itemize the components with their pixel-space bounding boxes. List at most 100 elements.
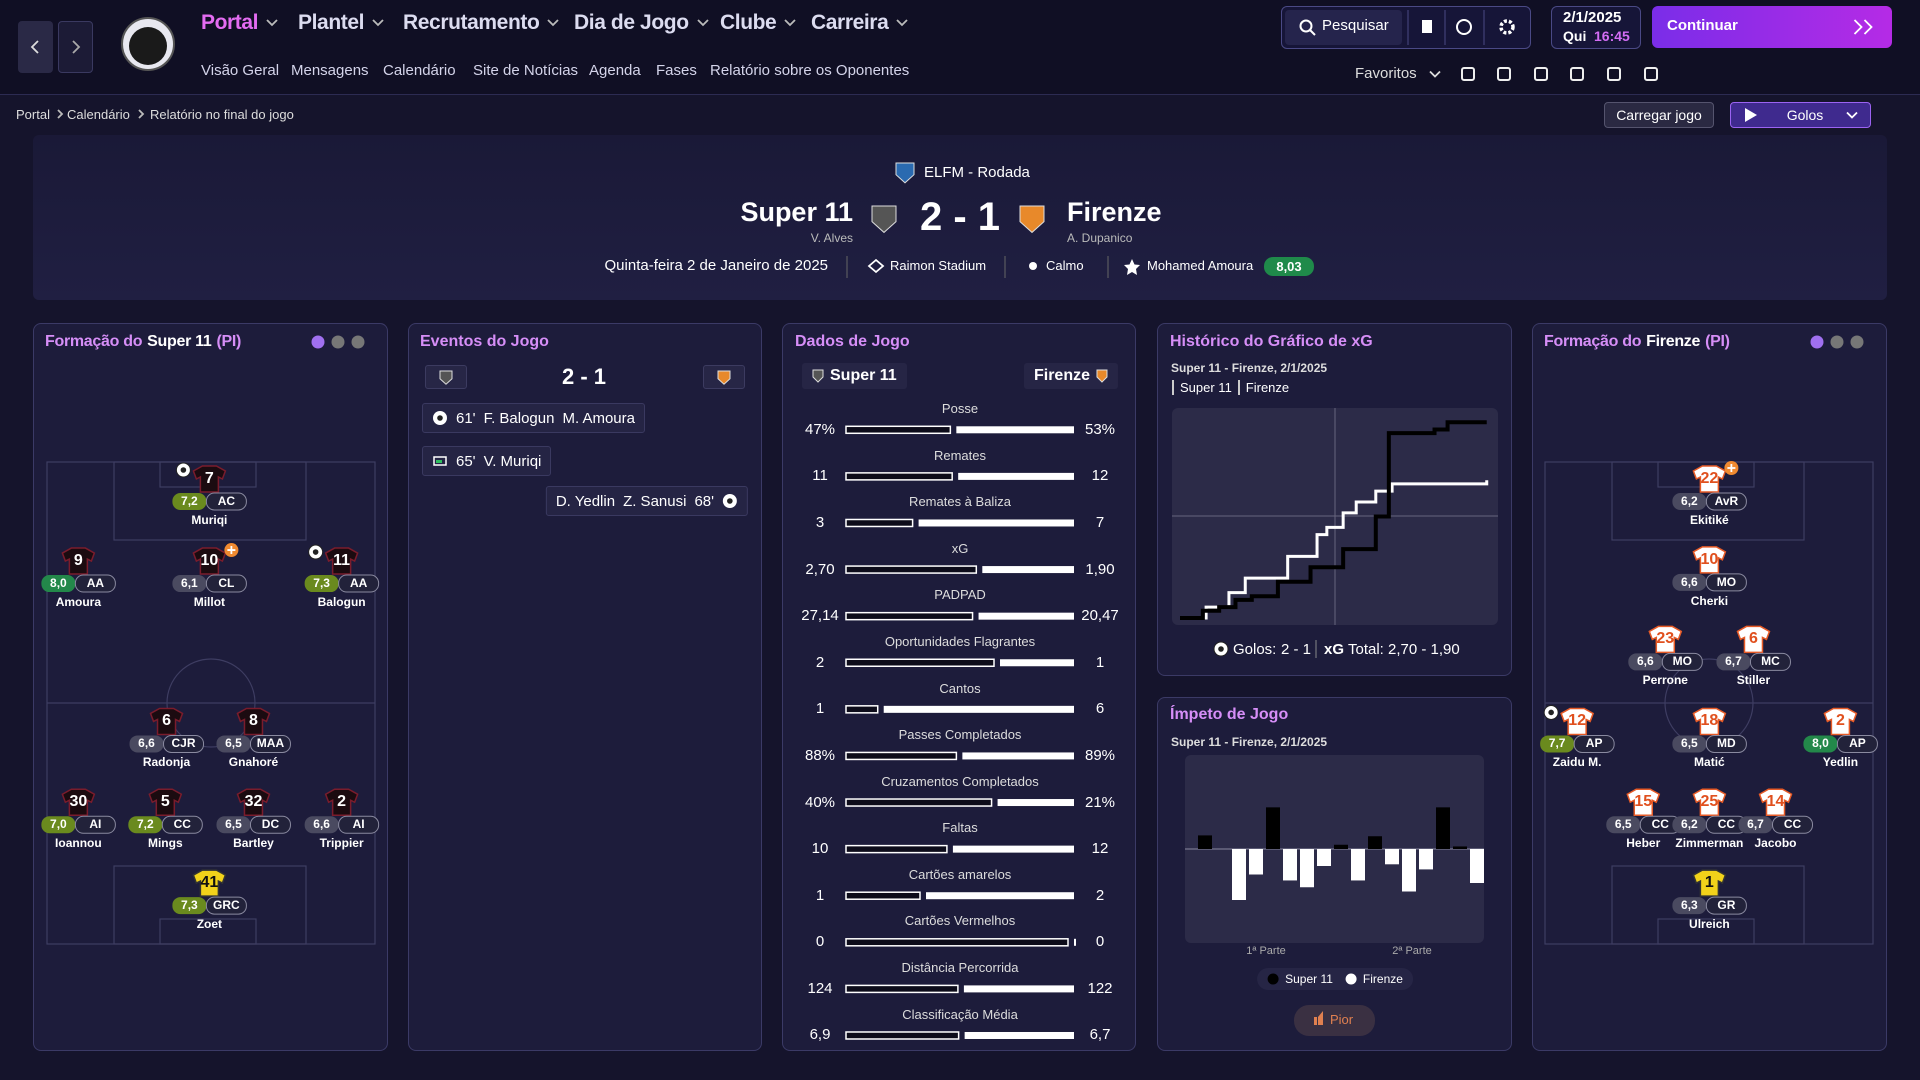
team-crest xyxy=(812,369,824,383)
team-pill: Firenze xyxy=(1023,363,1118,389)
event-player: F. Balogun xyxy=(483,409,555,427)
nav-item[interactable]: Plantel xyxy=(298,11,384,35)
event-player: V. Muriqi xyxy=(483,452,542,470)
away-stat-value: 6 xyxy=(1095,700,1105,718)
team-crest xyxy=(1096,369,1108,383)
goals-label: Golos xyxy=(1786,107,1824,123)
shirt-number: 8 xyxy=(249,712,258,730)
shirt-number: 2 xyxy=(1835,712,1845,730)
away-stat-value: 20,47 xyxy=(1081,607,1119,625)
player-position: AvR xyxy=(1714,494,1739,508)
dropdown-chevron xyxy=(784,19,796,27)
chart-legend: Super 11 Firenze xyxy=(1172,380,1289,395)
shirt-number: 6 xyxy=(162,712,171,730)
dropdown-chevron xyxy=(266,19,278,27)
subnav-link[interactable]: Visão Geral xyxy=(201,62,280,79)
stat-label: Distância Percorrida xyxy=(901,960,1019,976)
player-name: Bartley xyxy=(233,836,274,851)
player-rating: 7,2 xyxy=(136,817,154,832)
home-stat-value: 1 xyxy=(815,886,825,904)
home-stat-value: 40% xyxy=(804,793,836,811)
player-name: Amoura xyxy=(55,595,102,610)
crest xyxy=(1096,369,1108,383)
player-name: Heber xyxy=(1626,836,1661,851)
ball-patch xyxy=(727,498,733,504)
events-panel xyxy=(408,323,762,1051)
player-name: Stiller xyxy=(1736,673,1771,688)
goal-icon xyxy=(433,411,447,425)
crest xyxy=(812,369,824,383)
worse-label: Pior xyxy=(1330,1012,1354,1027)
player-position: MO xyxy=(1672,654,1692,669)
panel-title: Ímpeto de Jogo xyxy=(1170,706,1289,723)
home-events-logo xyxy=(425,365,467,389)
event-player: D. Yedlin xyxy=(555,492,616,510)
worse-button[interactable] xyxy=(1294,1005,1375,1036)
match-date: Quinta-feira 2 de Janeiro de 2025 xyxy=(604,257,828,274)
player-rating: 7,2 xyxy=(181,494,198,508)
away-stat-value: 7 xyxy=(1095,513,1105,531)
player-of-match-rating: 8,03 xyxy=(1276,259,1302,274)
shirt-number: 1 xyxy=(1704,874,1714,892)
away-stat-value: 89% xyxy=(1084,746,1116,764)
away-stat-value: 12 xyxy=(1091,840,1109,858)
chevron-icon xyxy=(896,19,908,27)
player-rating: 6,6 xyxy=(313,817,330,832)
stat-label: Cruzamentos Completados xyxy=(881,773,1039,789)
subnav-link[interactable]: Mensagens xyxy=(291,62,369,79)
nav-item[interactable]: Portal xyxy=(201,11,278,35)
nav-label: Dia de Jogo xyxy=(574,11,689,34)
stat-label: Remates xyxy=(933,447,987,463)
event-minute: 68' xyxy=(694,492,714,510)
player-name: Ulreich xyxy=(1689,917,1730,932)
breadcrumb-item[interactable]: Calendário xyxy=(67,107,130,122)
nav-item[interactable]: Clube xyxy=(720,11,796,35)
player-rating: 6,3 xyxy=(1681,898,1698,913)
subnav-link[interactable]: Calendário xyxy=(383,62,456,79)
stat-label: Faltas xyxy=(942,820,978,836)
shirt-number: 10 xyxy=(1700,550,1719,568)
player-rating: 6,6 xyxy=(138,736,155,751)
player-position: CC xyxy=(1783,817,1802,832)
home-stat-value: 10 xyxy=(811,840,829,858)
nav-item[interactable]: Carreira xyxy=(811,11,908,35)
favorites-label[interactable]: Favoritos xyxy=(1355,65,1417,82)
away-stat-value: 53% xyxy=(1084,420,1116,438)
player-position: AP xyxy=(1585,736,1603,751)
nav-item[interactable]: Dia de Jogo xyxy=(574,11,709,35)
player-position: AI xyxy=(352,817,365,832)
home-stat-value: 0 xyxy=(815,933,825,951)
player-name: Trippier xyxy=(319,836,364,851)
stat-label: Cartões amarelos xyxy=(908,866,1012,882)
nav-label: Carreira xyxy=(811,11,889,34)
title-suffix: (PI) xyxy=(216,333,242,350)
title-team: Firenze xyxy=(1646,333,1701,350)
shirt-number: 11 xyxy=(333,552,351,570)
subnav-link[interactable]: Relatório sobre os Oponentes xyxy=(710,62,910,79)
shirt-number: 2 xyxy=(337,793,347,811)
shirt-number: 18 xyxy=(1700,712,1719,730)
forward-button[interactable] xyxy=(58,21,93,73)
continue-button[interactable] xyxy=(1652,6,1892,48)
weekday: Qui xyxy=(1563,28,1587,44)
load-game-button[interactable] xyxy=(1604,102,1714,128)
breadcrumb-item: Relatório no final do jogo xyxy=(150,107,294,122)
score: 2 - 1 xyxy=(919,195,1001,239)
chevron-icon xyxy=(138,109,145,119)
shirt-number: 10 xyxy=(200,552,219,570)
subnav-link[interactable]: Site de Notícias xyxy=(473,62,579,79)
player-rating: 7,3 xyxy=(313,576,330,591)
panel-title: Formação do Super 11 (PI) xyxy=(45,333,241,351)
shirt-number: 15 xyxy=(1634,793,1653,811)
subnav-link[interactable]: Fases xyxy=(656,62,697,79)
home-stat-value: 47% xyxy=(804,420,836,438)
player-rating: 8,0 xyxy=(1812,736,1829,751)
player-rating: 6,7 xyxy=(1725,654,1742,669)
back-button[interactable] xyxy=(18,21,53,73)
breadcrumb-item[interactable]: Portal xyxy=(16,107,50,122)
away-stat-value: 122 xyxy=(1087,979,1113,997)
subnav-link[interactable]: Agenda xyxy=(589,62,641,79)
player-position: AP xyxy=(1849,736,1866,751)
nav-item[interactable]: Recrutamento xyxy=(403,11,560,35)
chart-legend: Super 11 Firenze xyxy=(1257,968,1413,990)
